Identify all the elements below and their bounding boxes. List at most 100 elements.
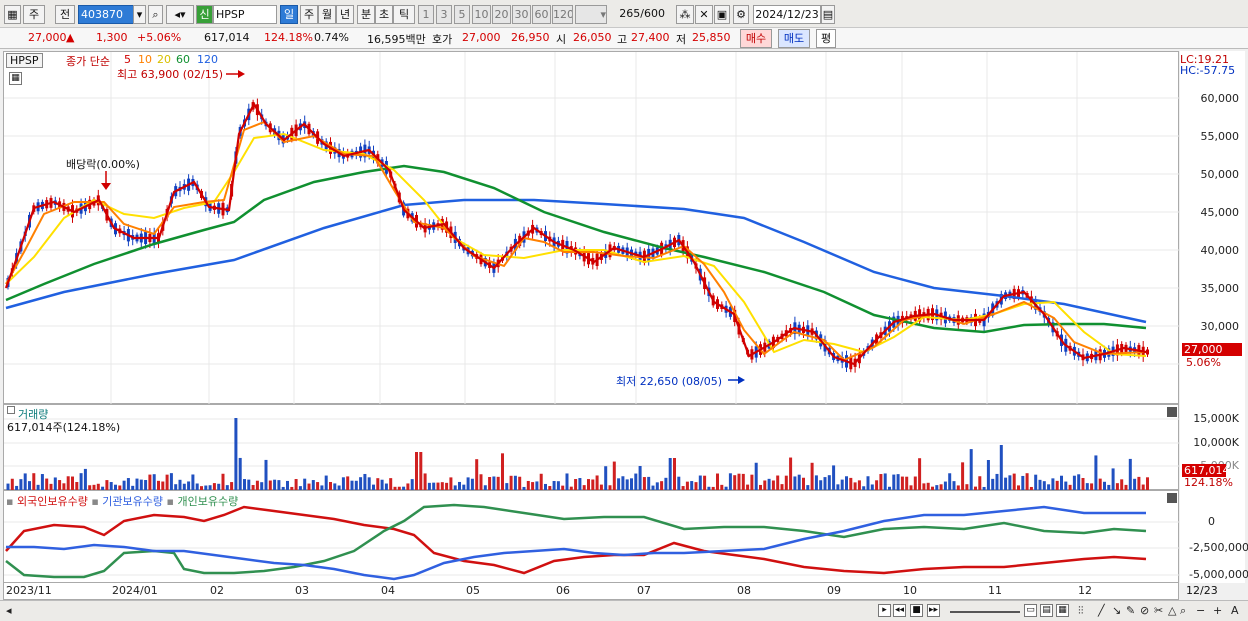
speaker-icon[interactable]: ◂▾	[166, 5, 194, 24]
code-dropdown-icon[interactable]: ▾	[133, 5, 146, 24]
min-20[interactable]: 20	[492, 5, 511, 24]
x-label-07: 07	[637, 584, 651, 597]
tools-icon[interactable]: ⁂	[676, 5, 694, 24]
volume-bar	[1012, 473, 1016, 490]
text-tool-icon[interactable]: △	[1168, 604, 1177, 617]
calendar-icon[interactable]: ▤	[821, 5, 835, 24]
bar-type-icon[interactable]: ⫶⫶	[1078, 604, 1084, 617]
compare-icon[interactable]: ▭	[1024, 604, 1037, 617]
min-120[interactable]: 120	[552, 5, 573, 24]
volume-bar	[634, 473, 638, 490]
interval-month[interactable]: 월	[318, 5, 336, 24]
volume-bar	[522, 486, 526, 490]
volume-bar	[763, 480, 767, 490]
period-select[interactable]: 주	[23, 5, 45, 24]
brush-icon[interactable]: ✎	[1126, 604, 1136, 617]
grid-toggle-icon[interactable]: ▦	[9, 72, 22, 85]
volume-bar	[45, 478, 49, 490]
volume-bar	[234, 418, 238, 490]
price-panel[interactable]: HPSP 종가 단순 5 10 20 60 120 ▦ 최고 63,900 (0…	[3, 51, 1180, 405]
volume-bar	[161, 481, 165, 490]
min-10[interactable]: 10	[472, 5, 491, 24]
volume-bar	[453, 485, 457, 490]
volume-bar	[273, 479, 277, 490]
ytick-30000: 30,000	[1200, 320, 1240, 333]
zoom-out-icon[interactable]: −	[1196, 604, 1206, 617]
scroll-right-icon[interactable]: ▸	[878, 604, 891, 617]
zoom-slider[interactable]	[950, 611, 1020, 613]
holdings-close-icon[interactable]	[1167, 493, 1177, 503]
ma-120-line	[5, 198, 1147, 324]
volume-close-icon[interactable]	[1167, 407, 1177, 417]
erase-icon[interactable]: ⊘	[1140, 604, 1150, 617]
interval-year[interactable]: 년	[336, 5, 354, 24]
search-icon[interactable]: ⌕	[148, 5, 163, 24]
volume-bar	[703, 475, 707, 490]
volume-bar	[986, 460, 990, 490]
buy-button[interactable]: 매수	[740, 29, 772, 48]
zoom-icon[interactable]: ⌕	[1180, 604, 1187, 617]
volume-bar	[393, 486, 397, 490]
interval-tick[interactable]: 틱	[393, 5, 415, 24]
interval-day[interactable]: 일	[280, 5, 298, 24]
volume-bar	[79, 473, 83, 490]
layout-icon[interactable]: ▦	[4, 5, 21, 24]
stock-name[interactable]: HPSP	[213, 5, 277, 24]
volume-bar	[892, 474, 896, 490]
min-30[interactable]: 30	[512, 5, 531, 24]
volume-bar	[122, 480, 126, 490]
forward-icon[interactable]: ▸▸	[927, 604, 940, 617]
code-input[interactable]: 403870	[78, 5, 138, 24]
gear-icon[interactable]: ⚙	[733, 5, 749, 24]
volume-bar	[883, 473, 887, 490]
eval-button[interactable]: 평	[816, 29, 836, 48]
overlay-icon[interactable]: ▤	[1040, 604, 1053, 617]
trend-icon[interactable]: ╱	[1098, 604, 1105, 617]
volume-panel-icon[interactable]	[7, 406, 15, 414]
volume-bar	[71, 476, 74, 490]
marker-icon[interactable]: ✂	[1154, 604, 1164, 617]
sell-button[interactable]: 매도	[778, 29, 810, 48]
volume-bar	[943, 481, 947, 490]
volume-bar	[1008, 475, 1012, 490]
ma-60-line	[5, 164, 1147, 334]
interval-second[interactable]: 초	[375, 5, 393, 24]
min-3[interactable]: 3	[436, 5, 452, 24]
zoom-in-icon[interactable]: +	[1213, 604, 1223, 617]
volume-bar	[836, 484, 840, 490]
min-60[interactable]: 60	[532, 5, 551, 24]
low-annotation: 최저 22,650 (08/05)	[616, 375, 723, 388]
price-panel-title[interactable]: HPSP	[6, 53, 43, 68]
save-icon[interactable]: ▣	[714, 5, 730, 24]
ma-legend: 종가 단순	[66, 55, 110, 68]
volume-panel[interactable]: 거래량 617,014주(124.18%)	[3, 404, 1180, 490]
font-size-icon[interactable]: A	[1231, 604, 1239, 617]
date-input[interactable]: 2024/12/23	[753, 5, 821, 24]
scroll-left-icon[interactable]: ◂	[6, 604, 12, 617]
volume-bar	[776, 475, 780, 490]
rewind-icon[interactable]: ◂◂	[893, 604, 906, 617]
volume-bar	[92, 484, 96, 490]
min-1[interactable]: 1	[418, 5, 434, 24]
last-price-tag: 27,000	[1182, 343, 1242, 356]
volume-bar	[397, 486, 401, 490]
indicator-icon[interactable]: ▦	[1056, 604, 1069, 617]
volume-bar	[126, 478, 130, 490]
draw-icon[interactable]: ✕	[695, 5, 713, 24]
volume-bar	[96, 483, 100, 490]
custom-min-dropdown[interactable]: ▾	[575, 5, 607, 24]
prev-button[interactable]: 전	[55, 5, 75, 24]
volume-bar	[182, 483, 186, 490]
volume-bar	[49, 483, 53, 490]
volume-bar	[733, 475, 737, 490]
min-5[interactable]: 5	[454, 5, 470, 24]
volume-bar	[1085, 483, 1089, 490]
holdings-panel[interactable]: ▪ 외국인보유수량 ▪ 기관보유수량 ▪ 개인보유수량	[3, 490, 1180, 583]
open-label: 시	[556, 33, 567, 46]
line-draw-icon[interactable]: ↘	[1112, 604, 1122, 617]
interval-week[interactable]: 주	[300, 5, 318, 24]
volume-bar	[870, 484, 874, 490]
volume-bar	[754, 462, 758, 490]
stop-icon[interactable]: ■	[910, 604, 923, 617]
interval-minute[interactable]: 분	[357, 5, 375, 24]
